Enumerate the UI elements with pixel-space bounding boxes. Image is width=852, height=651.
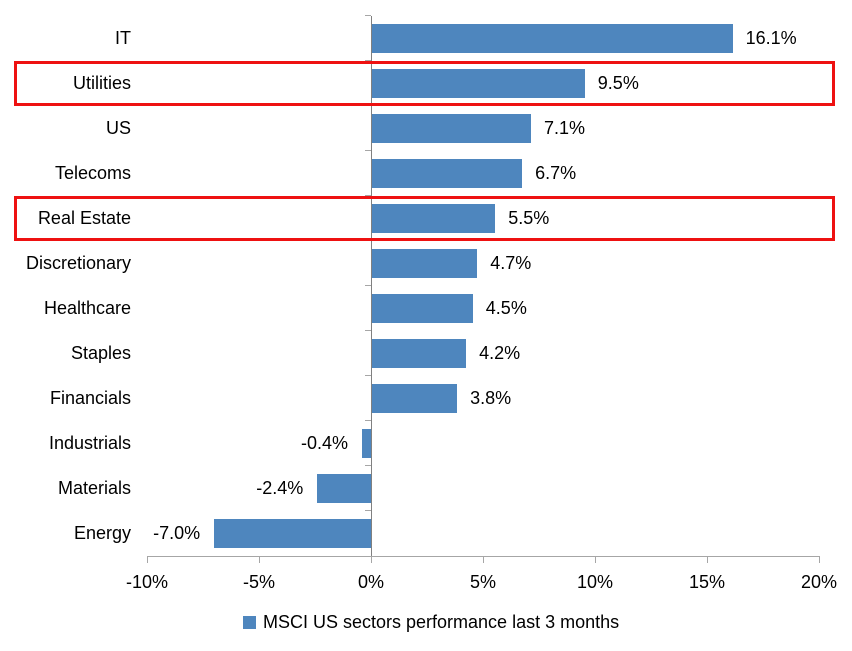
bar [372, 23, 733, 53]
value-axis-tick-label: 15% [688, 572, 726, 592]
category-label: Healthcare [43, 298, 131, 319]
value-axis-tick [595, 556, 596, 563]
legend-swatch-icon [243, 615, 256, 629]
value-axis-tick [819, 556, 820, 563]
value-axis-tick-label: 20% [800, 572, 838, 592]
bar [372, 383, 458, 413]
bar [372, 248, 478, 278]
bar [317, 473, 371, 503]
category-axis-line [371, 15, 372, 563]
category-axis-tick [365, 375, 371, 377]
category-label: Discretionary [25, 253, 131, 274]
category-label: IT [115, 28, 131, 49]
bar [372, 113, 532, 143]
value-axis-tick-label: 10% [576, 572, 614, 592]
value-label: 4.7% [490, 253, 532, 274]
value-label: 9.5% [597, 73, 639, 94]
bar [372, 293, 473, 323]
category-label: Financials [49, 388, 131, 409]
category-axis-tick [365, 150, 371, 152]
legend: MSCI US sectors performance last 3 month… [243, 611, 619, 633]
value-axis-tick-label: 5% [469, 572, 496, 592]
value-label: 16.1% [745, 28, 797, 49]
category-axis-tick [365, 105, 371, 107]
value-label: 5.5% [508, 208, 550, 229]
category-axis-tick [365, 510, 371, 512]
value-axis-tick [707, 556, 708, 563]
value-label: 3.8% [470, 388, 512, 409]
bar [372, 68, 585, 98]
category-axis-tick [365, 420, 371, 422]
value-label: 6.7% [535, 163, 577, 184]
value-axis-tick [371, 556, 372, 563]
value-axis-tick-label: 0% [357, 572, 384, 592]
value-label: -0.4% [301, 433, 349, 454]
bar [372, 158, 523, 188]
category-label: Real Estate [37, 208, 131, 229]
category-axis-tick [365, 465, 371, 467]
value-axis-tick [483, 556, 484, 563]
highlight-box [14, 195, 835, 241]
category-label: Utilities [72, 73, 131, 94]
value-axis-tick-label: -5% [242, 572, 275, 592]
highlight-box [14, 60, 835, 106]
value-label: -2.4% [256, 478, 304, 499]
category-axis-tick [365, 285, 371, 287]
value-axis-tick-label: -10% [125, 572, 169, 592]
category-label: Energy [73, 523, 131, 544]
category-axis-tick [365, 15, 371, 16]
value-label: 7.1% [544, 118, 586, 139]
value-label: 4.5% [485, 298, 527, 319]
legend-series-label: MSCI US sectors performance last 3 month… [263, 612, 620, 632]
category-axis-tick [365, 330, 371, 332]
bar [214, 518, 371, 548]
value-label: -7.0% [153, 523, 201, 544]
category-label: Industrials [48, 433, 131, 454]
category-label: Telecoms [54, 163, 131, 184]
bar [372, 203, 496, 233]
category-axis-tick [365, 240, 371, 242]
bar [362, 428, 371, 458]
category-label: Staples [70, 343, 131, 364]
value-label: 4.2% [479, 343, 521, 364]
category-label: US [105, 118, 131, 139]
value-axis-tick [259, 556, 260, 563]
value-axis-tick [147, 556, 148, 563]
bar [372, 338, 467, 368]
category-label: Materials [57, 478, 131, 499]
